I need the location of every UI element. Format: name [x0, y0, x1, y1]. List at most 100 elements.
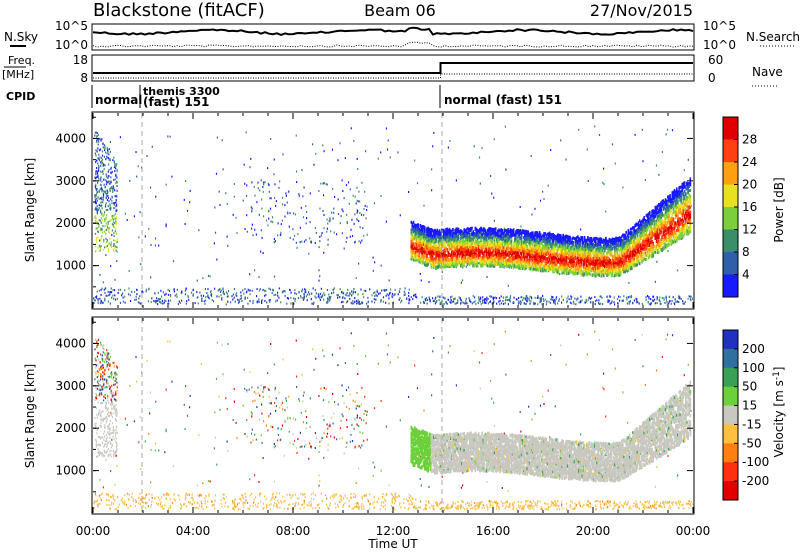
scatter-cell — [415, 229, 417, 233]
scatter-cell — [547, 238, 550, 242]
scatter-cell — [500, 243, 503, 247]
scatter-cell — [429, 236, 432, 240]
scatter-cell — [430, 265, 433, 269]
scatter-cell — [449, 231, 452, 235]
scatter-cell — [449, 233, 452, 237]
scatter-cell — [467, 227, 470, 231]
scatter-cell — [456, 227, 459, 231]
scatter-cell — [356, 218, 358, 221]
scatter-cell — [429, 228, 432, 232]
scatter-cell — [435, 260, 437, 264]
scatter-cell — [298, 291, 300, 294]
scatter-cell — [154, 237, 157, 240]
scatter-cell — [327, 301, 329, 304]
scatter-cell — [417, 240, 419, 244]
scatter-cell — [388, 302, 390, 305]
scatter-cell — [516, 298, 518, 301]
scatter-cell — [449, 140, 451, 143]
scatter-cell — [494, 296, 496, 299]
scatter-cell — [545, 266, 548, 270]
scatter-cell — [456, 234, 459, 238]
scatter-cell — [436, 300, 438, 302]
scatter-cell — [104, 220, 106, 223]
scatter-cell — [96, 187, 98, 190]
scatter-cell — [469, 253, 471, 256]
scatter-cell — [295, 241, 297, 244]
scatter-cell — [100, 237, 102, 240]
scatter-cell — [282, 153, 284, 156]
scatter-cell — [436, 228, 438, 232]
scatter-cell — [508, 230, 510, 234]
scatter-cell — [306, 217, 308, 220]
scatter-cell — [467, 238, 470, 242]
scatter-cell — [144, 235, 146, 238]
scatter-cell — [104, 297, 106, 300]
scatter-cell — [421, 296, 423, 299]
scatter-cell — [457, 227, 460, 231]
scatter-cell — [107, 190, 109, 193]
scatter-cell — [421, 260, 424, 264]
scatter-cell — [98, 165, 100, 167]
scatter-cell — [98, 159, 101, 162]
scatter-cell — [268, 184, 270, 186]
scatter-cell — [523, 231, 525, 235]
scatter-cell — [470, 228, 472, 232]
scatter-cell — [103, 240, 105, 243]
scatter-cell — [417, 224, 419, 228]
scatter-cell — [537, 295, 539, 297]
scatter-cell — [345, 241, 347, 243]
scatter-cell — [507, 244, 509, 248]
scatter-cell — [380, 300, 382, 303]
scatter-cell — [515, 256, 517, 260]
scatter-cell — [297, 233, 299, 236]
scatter-cell — [272, 216, 274, 219]
scatter-cell — [492, 234, 495, 238]
scatter-cell — [518, 264, 521, 268]
scatter-cell — [466, 256, 469, 260]
scatter-cell — [176, 293, 178, 296]
scatter-cell — [105, 254, 107, 256]
scatter-cell — [521, 246, 524, 250]
scatter-cell — [426, 227, 428, 231]
scatter-cell — [389, 156, 391, 159]
scatter-cell — [687, 158, 689, 161]
scatter-cell — [294, 213, 297, 216]
scatter-cell — [547, 243, 550, 247]
scatter-cell — [422, 241, 425, 245]
scatter-cell — [146, 155, 148, 157]
scatter-cell — [424, 234, 426, 238]
scatter-cell — [410, 255, 413, 259]
scatter-cell — [280, 231, 282, 234]
scatter-cell — [499, 234, 501, 238]
scatter-cell — [503, 235, 506, 239]
scatter-cell — [440, 236, 443, 240]
scatter-cell — [458, 255, 461, 259]
scatter-cell — [525, 296, 527, 299]
scatter-cell — [635, 297, 637, 300]
scatter-cell — [677, 301, 679, 303]
scatter-cell — [97, 209, 99, 212]
scatter-cell — [526, 244, 528, 248]
scatter-cell — [506, 235, 508, 239]
scatter-cell — [451, 295, 453, 298]
scatter-cell — [448, 245, 451, 249]
scatter-cell — [481, 255, 483, 259]
scatter-cell — [474, 245, 477, 249]
scatter-cell — [410, 229, 413, 233]
scatter-cell — [374, 295, 376, 297]
scatter-cell — [506, 265, 508, 268]
scatter-cell — [305, 239, 307, 241]
scatter-cell — [427, 262, 429, 266]
scatter-cell — [458, 240, 461, 244]
scatter-cell — [446, 227, 449, 231]
scatter-cell — [530, 231, 533, 235]
scatter-cell — [451, 238, 453, 242]
scatter-cell — [443, 252, 445, 256]
scatter-cell — [106, 195, 108, 197]
scatter-cell — [323, 292, 325, 295]
scatter-cell — [600, 302, 602, 305]
scatter-cell — [413, 245, 416, 249]
scatter-cell — [482, 244, 485, 248]
scatter-cell — [420, 301, 422, 304]
scatter-cell — [249, 273, 251, 276]
